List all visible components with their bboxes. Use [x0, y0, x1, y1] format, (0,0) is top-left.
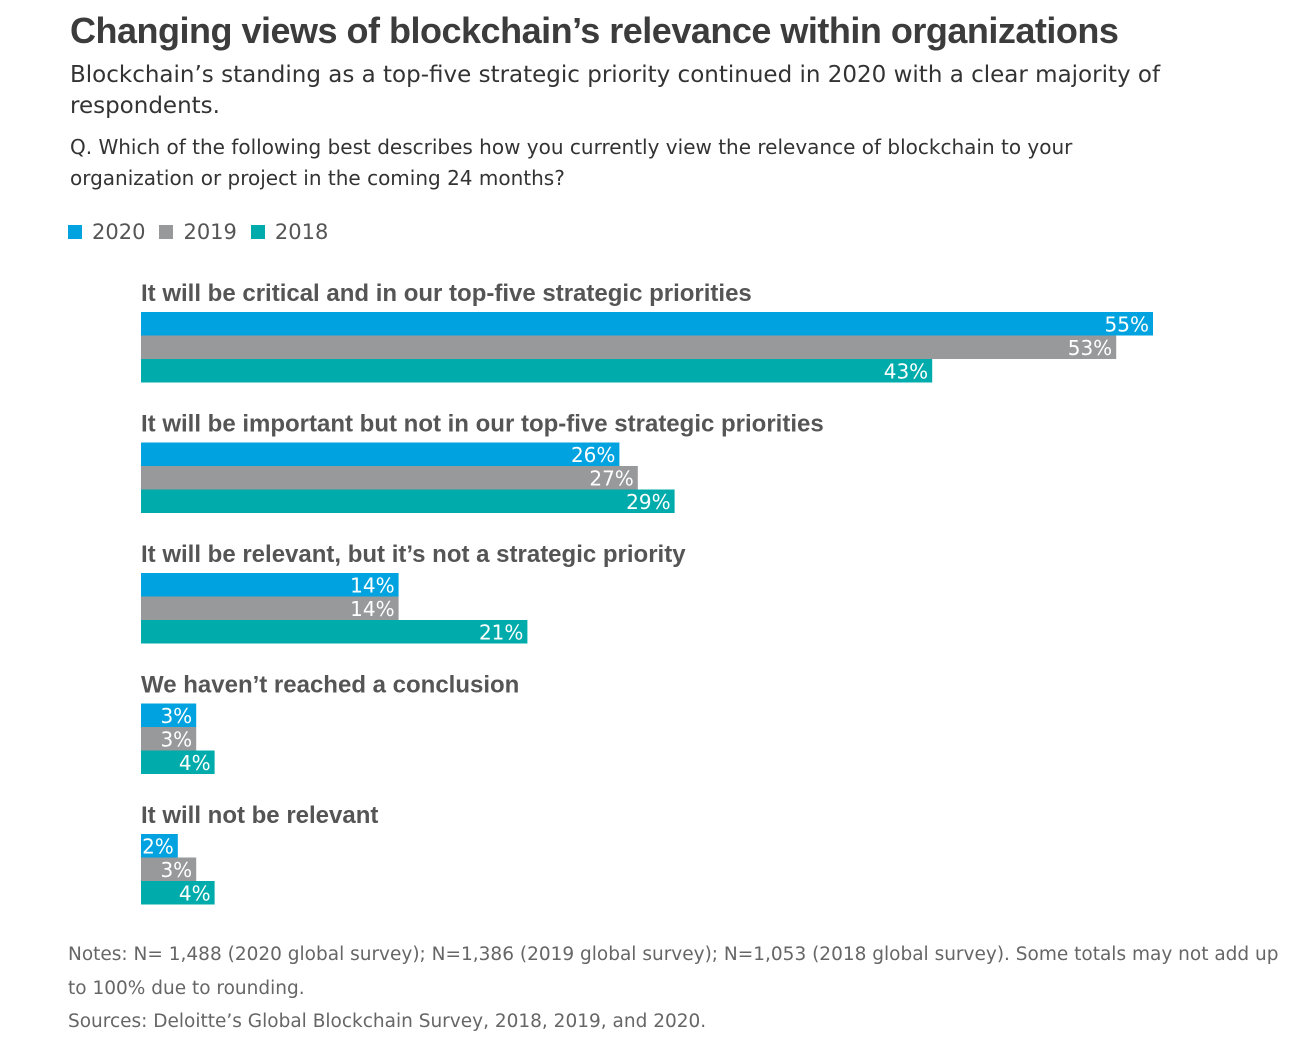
bar-2020-category-2	[141, 442, 620, 466]
chart-subtitle: Blockchain’s standing as a top-five stra…	[70, 62, 1161, 119]
bar-2018-category-5	[141, 881, 215, 905]
value-label-2020-category-2: 26%	[571, 443, 615, 467]
value-label-2019-category-5: 3%	[160, 858, 192, 882]
value-label-2019-category-4: 3%	[160, 728, 192, 752]
legend-swatch-2019	[159, 225, 174, 239]
legend-swatch-2020	[68, 225, 82, 239]
value-label-2018-category-5: 4%	[179, 882, 211, 906]
bar-2019-category-4	[141, 727, 197, 751]
bar-2018-category-1	[141, 359, 933, 383]
chart-notes: Notes: N= 1,488 (2020 global survey); N=…	[68, 944, 1279, 999]
bar-2020-category-5	[141, 834, 178, 858]
category-label-it-will-not-be-relevant: It will not be relevant	[141, 802, 378, 829]
bar-2020-category-4	[141, 703, 197, 727]
bar-2019-category-5	[141, 857, 197, 881]
category-label-it-will-be-critical-and-in-our-top-five-: It will be critical and in our top-five …	[141, 280, 752, 307]
value-label-2018-category-3: 21%	[479, 621, 523, 645]
bar-2018-category-4	[141, 750, 215, 774]
bar-2019-category-1	[141, 335, 1117, 359]
value-label-2018-category-2: 29%	[626, 490, 670, 514]
bar-2020-category-1	[141, 312, 1153, 336]
bar-2019-category-2	[141, 466, 638, 490]
legend-item-2020: 2020	[68, 220, 145, 244]
value-label-2018-category-1: 43%	[884, 360, 928, 384]
bar-2018-category-2	[141, 489, 675, 513]
chart-sources: Sources: Deloitte’s Global Blockchain Su…	[68, 1011, 707, 1032]
legend-item-2019: 2019	[159, 220, 237, 244]
legend-swatch-2018	[250, 225, 265, 239]
chart-title: Changing views of blockchain’s relevance…	[70, 10, 1119, 51]
value-label-2018-category-4: 4%	[179, 751, 211, 775]
value-label-2020-category-1: 55%	[1105, 313, 1149, 337]
bar-2019-category-3	[141, 596, 399, 620]
category-label-it-will-be-relevant-but-it-s-not-a-strat: It will be relevant, but it’s not a stra…	[141, 541, 686, 568]
category-label-it-will-be-important-but-not-in-our-top-: It will be important but not in our top-…	[141, 411, 824, 438]
survey-question: Q. Which of the following best describes…	[70, 135, 1073, 190]
value-label-2019-category-1: 53%	[1068, 336, 1112, 360]
value-label-2019-category-2: 27%	[589, 467, 633, 491]
legend-label-2019: 2019	[183, 220, 237, 244]
legend-label-2018: 2018	[274, 220, 329, 244]
bar-2020-category-3	[141, 573, 399, 597]
value-label-2020-category-4: 3%	[160, 704, 192, 728]
legend-label-2020: 2020	[92, 220, 146, 244]
legend: 2020 2019 2018	[68, 220, 342, 244]
category-label-we-haven-t-reached-a-conclusion: We haven’t reached a conclusion	[141, 672, 519, 699]
legend-item-2018: 2018	[250, 220, 329, 244]
value-label-2020-category-5: 2%	[142, 835, 174, 859]
value-label-2020-category-3: 14%	[350, 574, 394, 598]
bar-2018-category-3	[141, 620, 528, 644]
value-label-2019-category-3: 14%	[350, 597, 394, 621]
